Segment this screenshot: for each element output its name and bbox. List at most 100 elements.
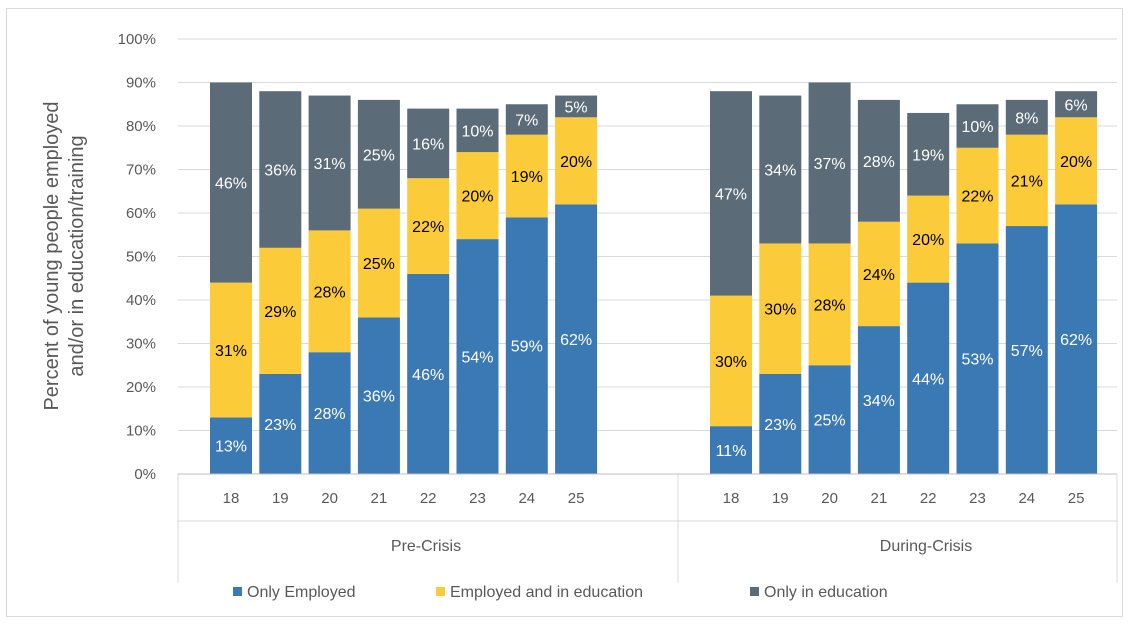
x-tick-label: 23 <box>969 490 986 507</box>
data-label: 20% <box>912 232 944 249</box>
data-label: 30% <box>764 302 796 319</box>
data-label: 23% <box>764 417 796 434</box>
group-label: Pre-Crisis <box>391 538 461 555</box>
x-tick-label: 21 <box>371 490 388 507</box>
y-tick-label: 100% <box>118 31 156 48</box>
legend-swatch <box>233 587 242 596</box>
legend-swatch <box>436 587 445 596</box>
x-tick-label: 20 <box>821 490 838 507</box>
data-label: 62% <box>560 332 592 349</box>
data-label: 28% <box>314 406 346 423</box>
y-tick-label: 30% <box>126 336 156 353</box>
data-label: 36% <box>264 163 296 180</box>
x-tick-label: 24 <box>518 490 535 507</box>
bar-segment <box>759 243 802 374</box>
data-label: 22% <box>412 219 444 236</box>
y-axis-title: Percent of young people employed and/or i… <box>41 101 88 410</box>
y-tick-label: 20% <box>126 379 156 396</box>
data-label: 46% <box>412 367 444 384</box>
data-label: 62% <box>1060 332 1092 349</box>
bar-segment <box>259 247 302 374</box>
bar-segment <box>907 195 950 283</box>
bars: 13% 31% 46% 23% 29% 36% 28% 28% 31% 36% 25% 25% 46% 2… <box>210 82 1098 475</box>
data-label: 19% <box>511 169 543 186</box>
bar-segment <box>956 147 999 244</box>
bar-segment <box>907 282 950 474</box>
y-tick-label: 40% <box>126 292 156 309</box>
data-label: 59% <box>511 339 543 356</box>
group-label: During-Crisis <box>880 538 972 555</box>
bar-segment <box>808 243 851 366</box>
y-tick-label: 60% <box>126 205 156 222</box>
data-label: 19% <box>912 147 944 164</box>
data-label: 16% <box>412 136 444 153</box>
data-label: 24% <box>863 267 895 284</box>
bar-segment <box>710 91 752 296</box>
bar-segment <box>956 243 999 474</box>
bar-segment <box>407 108 450 179</box>
bar-segment <box>210 417 252 474</box>
data-label: 44% <box>912 371 944 388</box>
bar-segment <box>1005 134 1048 227</box>
bar-segment <box>505 217 548 474</box>
bar-segment <box>857 326 900 474</box>
data-label: 31% <box>215 343 247 360</box>
bar-segment <box>505 134 548 218</box>
legend-label: Only in education <box>764 584 888 601</box>
bar-segment <box>357 99 400 209</box>
data-label: 23% <box>264 417 296 434</box>
bar-segment <box>456 152 499 240</box>
bar-segment <box>1055 204 1098 475</box>
data-label: 28% <box>314 284 346 301</box>
bar-segment <box>259 373 302 474</box>
y-tick-label: 10% <box>126 423 156 440</box>
x-tick-label: 23 <box>469 490 486 507</box>
bar-segment <box>555 117 598 205</box>
y-tick-label: 50% <box>126 249 156 266</box>
data-label: 10% <box>961 119 993 136</box>
data-label: 20% <box>1060 154 1092 171</box>
legend: Only Employed Employed and in education On… <box>233 584 888 601</box>
data-label: 31% <box>314 156 346 173</box>
y-tick-label: 80% <box>126 118 156 135</box>
bar-segment <box>505 104 548 135</box>
bar-segment <box>308 230 351 353</box>
data-label: 22% <box>961 189 993 206</box>
y-tick-label: 0% <box>134 466 156 483</box>
data-label: 6% <box>1065 97 1088 114</box>
legend-label: Employed and in education <box>450 584 643 601</box>
legend-label: Only Employed <box>247 584 356 601</box>
y-tick-label: 70% <box>126 162 156 179</box>
bar-segment <box>759 95 802 244</box>
bar-segment <box>759 373 802 474</box>
data-label: 37% <box>814 156 846 173</box>
data-label: 28% <box>814 297 846 314</box>
data-label: 25% <box>814 413 846 430</box>
data-label: 34% <box>764 163 796 180</box>
x-axis: 18 19 20 21 22 23 24 25 Pre-Crisis 18 19 20 21 22 23 24… <box>177 473 1118 583</box>
x-tick-label: 18 <box>223 490 240 507</box>
x-tick-label: 25 <box>568 490 585 507</box>
bar-segment <box>456 108 499 153</box>
x-tick-label: 19 <box>772 490 789 507</box>
data-label: 25% <box>363 147 395 164</box>
bar-segment <box>210 282 252 418</box>
x-tick-label: 19 <box>272 490 289 507</box>
bar-segment <box>857 221 900 327</box>
bar-segment <box>857 99 900 222</box>
bar-segment <box>555 204 598 475</box>
bar-segment <box>907 112 950 196</box>
x-tick-label: 18 <box>723 490 740 507</box>
bar-segment <box>710 426 752 474</box>
y-axis: 0% 10% 20% 30% 40% 50% 60% 70% 80% 90% 100% <box>118 31 156 483</box>
data-label: 53% <box>961 352 993 369</box>
data-label: 29% <box>264 304 296 321</box>
data-label: 57% <box>1011 343 1043 360</box>
bar-segment <box>808 82 851 244</box>
data-label: 30% <box>715 354 747 371</box>
x-tick-label: 20 <box>321 490 338 507</box>
bar-segment <box>1005 99 1048 135</box>
data-label: 21% <box>1011 173 1043 190</box>
data-label: 20% <box>560 154 592 171</box>
